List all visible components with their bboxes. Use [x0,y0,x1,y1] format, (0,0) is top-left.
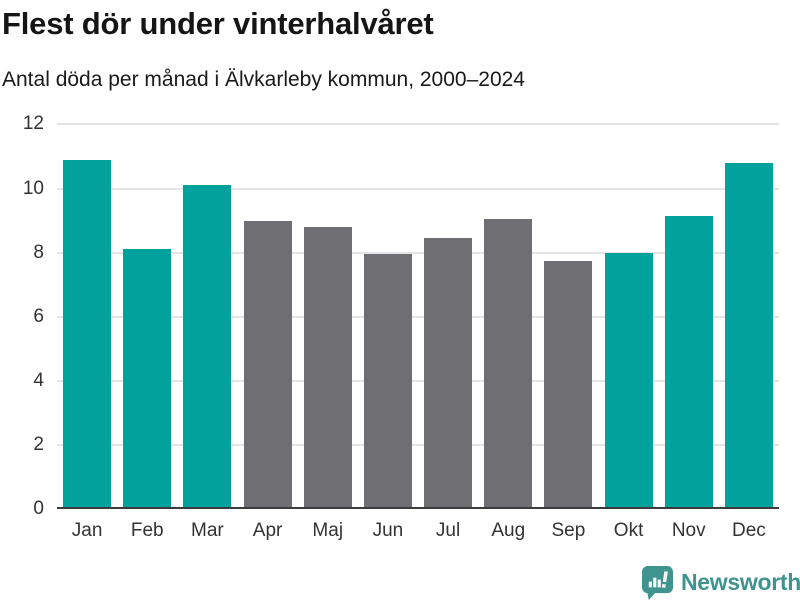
y-tick-label: 0 [33,498,44,519]
bar-nov [664,215,713,507]
x-axis-line [57,507,779,509]
y-tick-label: 2 [33,433,44,455]
gridline-y4 [57,379,779,382]
gridline-y8 [57,251,779,254]
x-tick-label-aug: Aug [491,520,526,541]
bar-aug [484,218,533,507]
y-tick-label: 6 [33,305,44,327]
x-tick-label-feb: Feb [130,520,164,541]
bar-apr [243,220,292,507]
bar-jul [424,238,473,507]
y-tick-label: 12 [22,113,44,135]
x-tick-label-nov: Nov [671,520,706,541]
newsworthy-logo-icon [642,566,673,600]
gridline-y2 [57,443,779,446]
logo-exclamation [661,571,668,588]
x-tick-label-maj: Maj [312,520,344,541]
x-tick-label-mar: Mar [191,520,224,541]
x-tick-label-dec: Dec [732,520,766,541]
gridline-y6 [57,315,779,318]
logo-bar-3 [657,579,661,588]
chart-subtitle: Antal döda per månad i Älvkarleby kommun… [2,68,525,91]
y-tick-label: 10 [22,177,44,199]
brand-wordmark: Newsworthy [681,569,800,595]
bar-mar [183,185,232,507]
logo-bar-1 [648,581,652,588]
gridline-y12 [57,123,779,126]
x-tick-label-sep: Sep [551,520,586,541]
x-tick-label-jun: Jun [372,520,404,541]
x-tick-label-jul: Jul [435,520,461,541]
x-tick-label-apr: Apr [252,520,283,541]
y-tick-label: 8 [33,241,44,263]
brand-footer: Newsworthy [642,566,800,600]
bar-feb [123,249,172,507]
logo-bar-2 [653,577,657,588]
bar-dec [724,162,773,507]
bar-maj [303,226,352,507]
x-tick-label-okt: Okt [613,520,644,541]
x-tick-label-jan: Jan [71,520,103,541]
bar-sep [544,260,593,507]
chart-title: Flest dör under vinterhalvåret [2,6,434,41]
bar-okt [604,252,653,507]
bar-jan [63,159,112,507]
gridline-y10 [57,187,779,190]
bar-jun [363,254,412,507]
y-tick-label: 4 [33,369,44,391]
